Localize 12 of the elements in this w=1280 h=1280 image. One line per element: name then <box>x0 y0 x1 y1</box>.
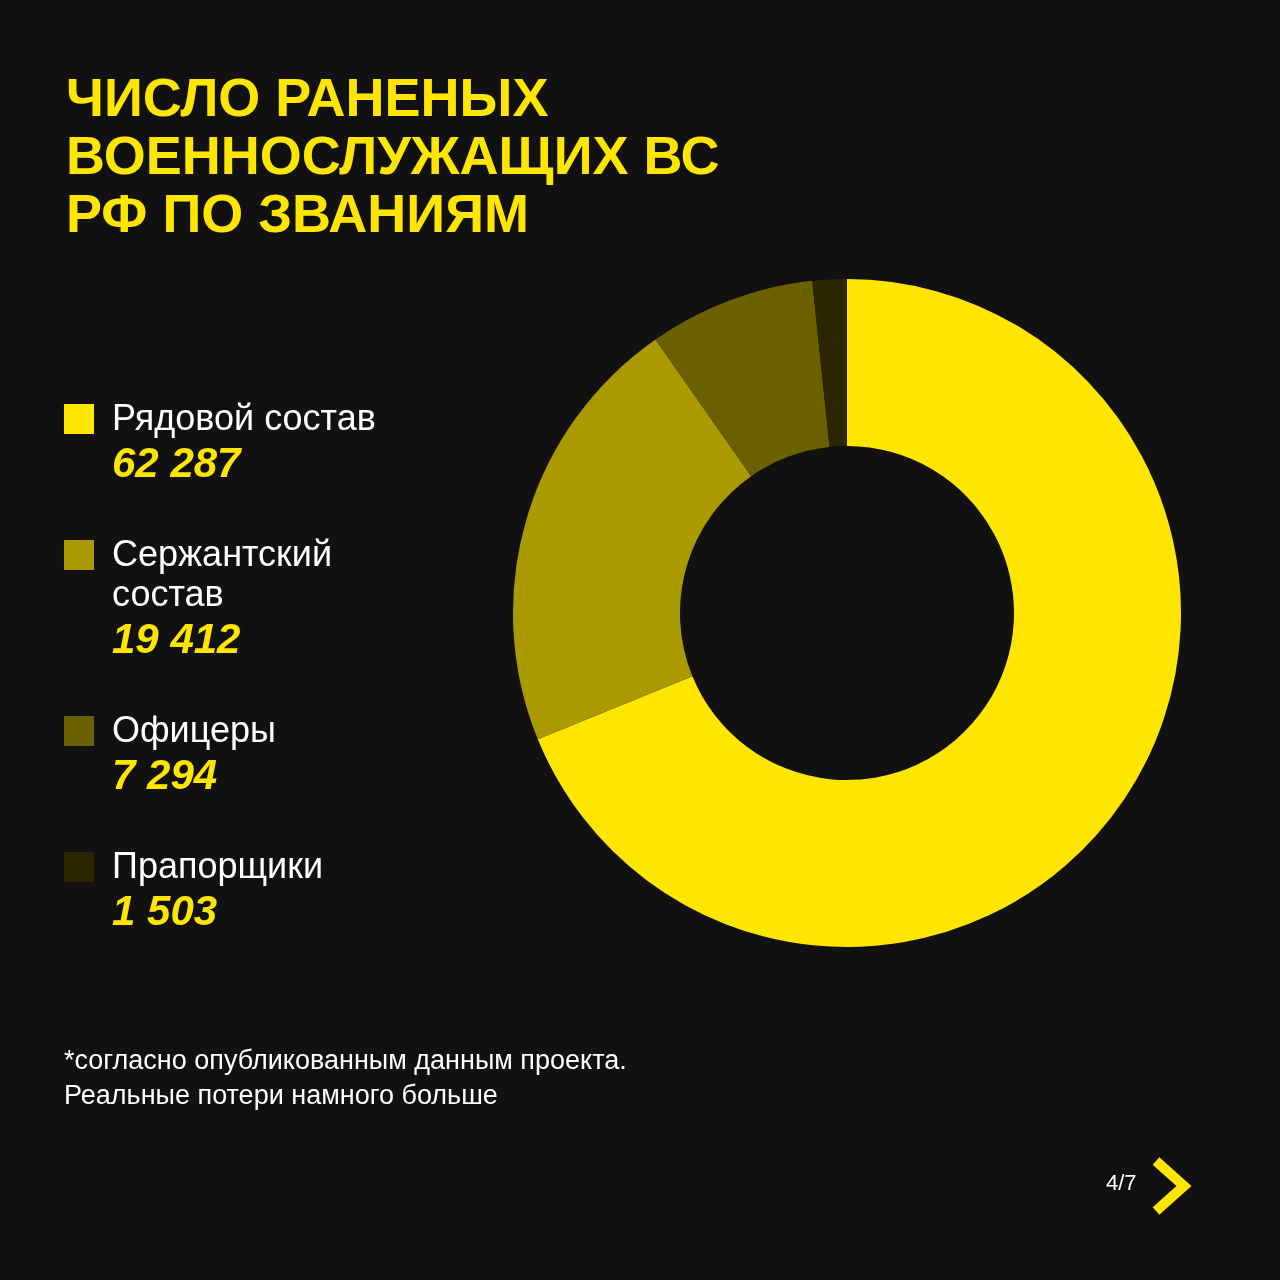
chart-title: ЧИСЛО РАНЕНЫХ ВОЕННОСЛУЖАЩИХ ВС РФ ПО ЗВАНИЯМ <box>66 67 721 243</box>
text: *согласно опубликованным данным проекта. <box>64 1045 627 1076</box>
legend-label: Сержантский состав <box>112 533 334 614</box>
legend-label: Офицеры <box>112 709 277 750</box>
data-label: 7 294 <box>112 750 219 800</box>
legend-label: Прапорщики <box>112 845 325 886</box>
data-label: 19 412 <box>112 614 242 664</box>
data-label: 1 503 <box>112 886 219 936</box>
legend-label: Рядовой состав <box>112 397 377 438</box>
text: 4/7 <box>1106 1170 1137 1196</box>
text: Реальные потери намного больше <box>64 1080 498 1111</box>
data-label: 62 287 <box>112 438 243 488</box>
